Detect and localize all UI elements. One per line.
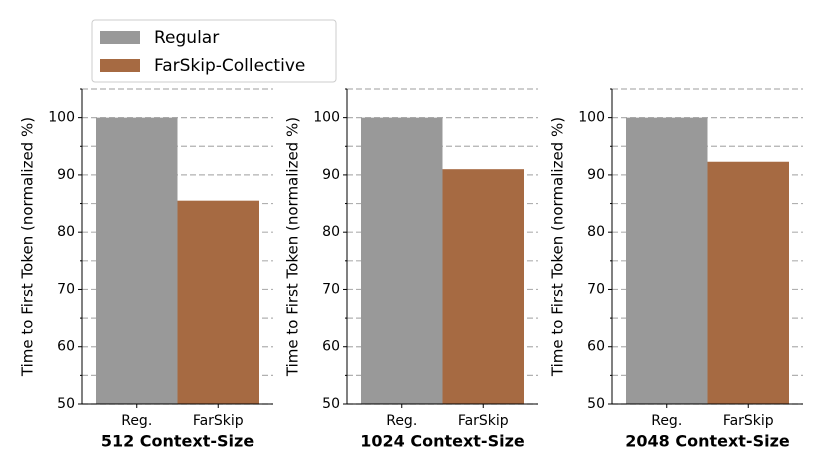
x-tick-label: FarSkip <box>723 413 774 429</box>
legend-swatch <box>100 31 140 44</box>
y-axis-label: Time to First Token (normalized %) <box>549 117 567 377</box>
y-tick-label: 60 <box>587 339 605 355</box>
y-tick-label: 50 <box>322 396 340 412</box>
y-tick-label: 80 <box>587 224 605 240</box>
y-tick-label: 90 <box>587 167 605 183</box>
y-tick-label: 50 <box>57 396 75 412</box>
x-tick-label: Reg. <box>651 413 682 429</box>
y-tick-label: 100 <box>48 110 75 126</box>
bar <box>361 117 443 405</box>
legend-label: Regular <box>154 28 219 48</box>
y-tick-label: 100 <box>313 110 340 126</box>
x-tick-label: FarSkip <box>458 413 509 429</box>
legend-box <box>91 19 337 83</box>
y-tick-label: 70 <box>587 281 605 297</box>
x-axis-label: 1024 Context-Size <box>360 432 525 451</box>
bar <box>442 169 524 404</box>
y-tick-label: 100 <box>578 110 605 126</box>
y-tick-label: 80 <box>57 224 75 240</box>
x-axis-label: 512 Context-Size <box>101 432 255 451</box>
bar <box>96 117 178 405</box>
x-tick-label: Reg. <box>121 413 152 429</box>
y-axis-label: Time to First Token (normalized %) <box>19 117 37 377</box>
y-tick-label: 60 <box>322 339 340 355</box>
x-axis-label: 2048 Context-Size <box>625 432 790 451</box>
x-tick-label: Reg. <box>386 413 417 429</box>
bar <box>707 161 789 404</box>
bar <box>626 117 708 405</box>
y-tick-label: 90 <box>57 167 75 183</box>
y-tick-label: 80 <box>322 224 340 240</box>
y-tick-label: 70 <box>57 281 75 297</box>
y-tick-label: 90 <box>322 167 340 183</box>
legend-swatch <box>100 59 140 72</box>
y-tick-label: 70 <box>322 281 340 297</box>
x-tick-label: FarSkip <box>193 413 244 429</box>
legend-label: FarSkip-Collective <box>154 56 305 76</box>
y-tick-label: 50 <box>587 396 605 412</box>
bar <box>177 200 259 404</box>
y-tick-label: 60 <box>57 339 75 355</box>
y-axis-label: Time to First Token (normalized %) <box>284 117 302 377</box>
